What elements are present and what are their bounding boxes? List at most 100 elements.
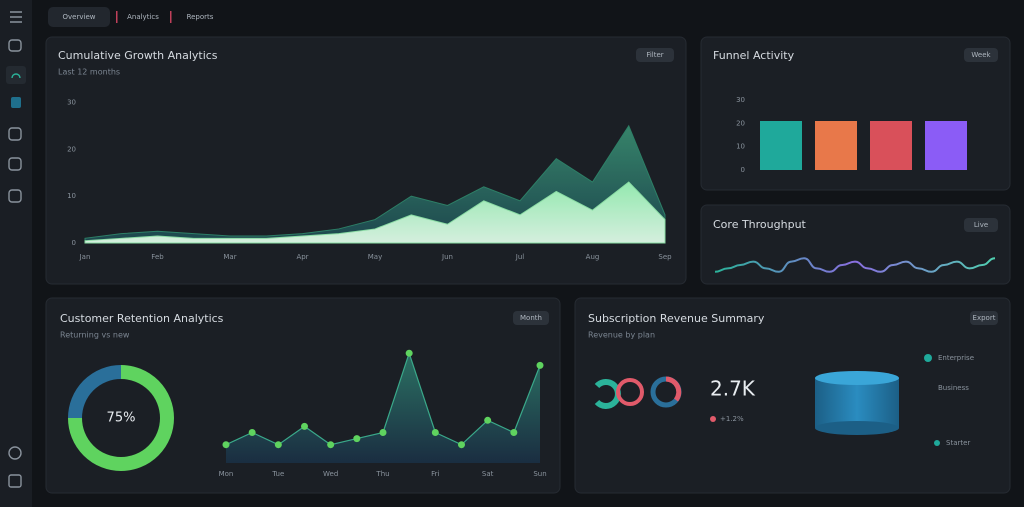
button[interactable]	[964, 48, 998, 62]
legend-swatch	[934, 440, 940, 446]
nav-icon[interactable]	[11, 97, 21, 108]
button-label[interactable]: Live	[974, 221, 988, 229]
cylinder-body	[815, 378, 899, 428]
sidebar	[0, 0, 32, 507]
kpi-delta: +1.2%	[720, 415, 744, 423]
y-tick-label: 10	[736, 143, 745, 151]
logout-icon[interactable]	[8, 474, 22, 488]
button-label[interactable]: Month	[520, 314, 542, 322]
nav-active[interactable]	[6, 66, 26, 84]
point	[510, 429, 518, 436]
legend-label: Enterprise	[938, 354, 974, 362]
x-tick-label: Sun	[533, 470, 546, 478]
donut-center-label: 75%	[107, 411, 136, 426]
x-tick-label: Mon	[219, 470, 234, 478]
point	[484, 416, 492, 424]
sidebar-icons	[6, 11, 26, 488]
legend-label: Starter	[946, 439, 970, 447]
tab[interactable]: Overview	[63, 13, 96, 21]
point	[248, 429, 256, 436]
panel-subtitle: Returning vs new	[60, 331, 130, 340]
point	[458, 441, 465, 449]
bar	[760, 121, 802, 170]
panel-title: Subscription Revenue Summary	[588, 312, 765, 325]
legend-label: Business	[938, 384, 969, 392]
nav-icon[interactable]	[8, 39, 22, 52]
bar	[925, 121, 967, 170]
x-tick-label: May	[368, 253, 382, 261]
tab-active[interactable]	[48, 7, 110, 27]
nav-icon[interactable]	[8, 127, 22, 141]
x-tick-label: Wed	[323, 470, 338, 478]
x-tick-label: Tue	[271, 470, 284, 478]
x-tick-label: Feb	[151, 253, 164, 261]
tab-divider	[116, 11, 118, 23]
point	[536, 361, 544, 369]
nav-icon[interactable]	[11, 73, 21, 79]
button[interactable]	[636, 48, 674, 62]
y-tick-label: 10	[67, 192, 76, 200]
bar	[815, 121, 857, 170]
y-tick-label: 0	[741, 166, 745, 174]
point	[379, 429, 387, 436]
cylinder-base	[815, 421, 899, 435]
tab[interactable]: Analytics	[127, 13, 159, 21]
y-tick-label: 20	[67, 145, 76, 153]
button[interactable]	[513, 311, 549, 325]
bar	[870, 121, 912, 170]
point	[353, 435, 361, 443]
cylinder-top	[815, 371, 899, 385]
panel	[45, 36, 687, 285]
panel-subtitle: Revenue by plan	[588, 331, 655, 340]
tab-divider	[170, 11, 172, 23]
kpi-value: 2.7K	[710, 377, 756, 401]
point	[327, 441, 335, 449]
button-label[interactable]: Export	[973, 314, 996, 322]
gauges	[594, 376, 682, 409]
gauge-arc	[665, 376, 682, 402]
point	[301, 422, 308, 430]
x-tick-label: Mar	[223, 253, 236, 261]
nav-icon[interactable]	[8, 157, 22, 171]
area	[84, 181, 666, 244]
donut-segment	[68, 365, 122, 419]
kpi-dot	[710, 416, 716, 422]
buttons	[513, 48, 998, 325]
point	[405, 349, 413, 357]
tab[interactable]: Reports	[187, 13, 214, 21]
x-tick-label: Sat	[482, 470, 494, 478]
button-label[interactable]: Filter	[646, 51, 663, 59]
x-tick-label: Sep	[658, 253, 672, 261]
y-tick-label: 30	[67, 98, 76, 106]
area	[226, 353, 540, 463]
gauge	[616, 378, 644, 406]
legend-swatch	[924, 354, 932, 362]
x-tick-label: Apr	[296, 253, 308, 261]
panel-title: Core Throughput	[713, 218, 807, 231]
panel-subtitle: Last 12 months	[58, 68, 120, 77]
area	[84, 124, 666, 244]
x-tick-label: Thu	[375, 470, 389, 478]
button[interactable]	[964, 218, 998, 232]
point	[222, 441, 230, 449]
nav-icon[interactable]	[8, 189, 22, 203]
point	[431, 429, 439, 436]
y-tick-label: 30	[736, 96, 745, 104]
panel-title: Funnel Activity	[713, 49, 795, 62]
x-tick-label: Jun	[441, 253, 453, 261]
line	[714, 257, 996, 273]
panel-title: Customer Retention Analytics	[60, 312, 224, 325]
y-tick-label: 20	[736, 119, 745, 127]
point	[274, 441, 282, 449]
cylinder	[815, 371, 899, 435]
panel-title: Cumulative Growth Analytics	[58, 49, 218, 62]
x-tick-label: Aug	[586, 253, 600, 261]
x-tick-label: Jan	[79, 253, 91, 261]
x-tick-label: Jul	[515, 253, 525, 261]
panel	[700, 204, 1011, 285]
button[interactable]	[970, 311, 998, 325]
menu-icon[interactable]	[10, 11, 22, 23]
button-label[interactable]: Week	[971, 51, 991, 59]
settings-icon[interactable]	[8, 446, 22, 460]
